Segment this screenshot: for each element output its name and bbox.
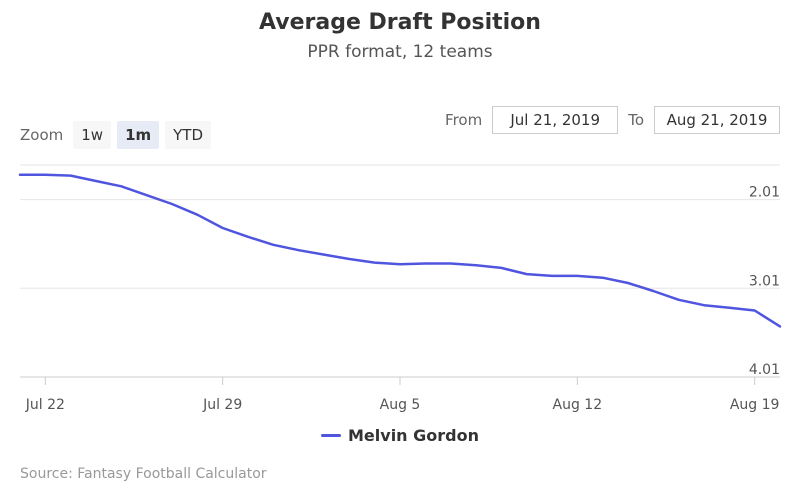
x-tick-label: Aug 19: [730, 397, 780, 413]
source-credit: Source: Fantasy Football Calculator: [20, 466, 267, 482]
zoom-controls: Zoom 1w 1m YTD: [20, 121, 217, 149]
chart-title: Average Draft Position: [259, 10, 541, 35]
y-tick-label: 4.01: [749, 362, 780, 378]
y-tick-label: 2.01: [749, 185, 780, 201]
zoom-label: Zoom: [20, 126, 64, 144]
legend-swatch: [321, 434, 341, 437]
zoom-1w-button[interactable]: 1w: [73, 121, 112, 149]
legend[interactable]: Melvin Gordon: [0, 426, 800, 445]
legend-label-melvin-gordon: Melvin Gordon: [348, 426, 479, 445]
from-label: From: [445, 111, 483, 129]
y-tick-label: 3.01: [749, 273, 780, 289]
chart-subtitle: PPR format, 12 teams: [307, 42, 493, 62]
from-date-input[interactable]: [492, 106, 619, 134]
x-tick-label: Aug 12: [553, 397, 603, 413]
series-line-melvin-gordon: [18, 173, 782, 328]
x-tick-label: Jul 22: [25, 397, 65, 413]
to-date-input[interactable]: [654, 106, 780, 134]
to-label: To: [628, 111, 644, 129]
date-range-selector: From To: [435, 106, 780, 134]
zoom-ytd-button[interactable]: YTD: [165, 121, 212, 149]
x-tick-label: Aug 5: [380, 397, 421, 413]
x-tick-label: Jul 29: [202, 397, 242, 413]
zoom-1m-button[interactable]: 1m: [117, 121, 160, 149]
